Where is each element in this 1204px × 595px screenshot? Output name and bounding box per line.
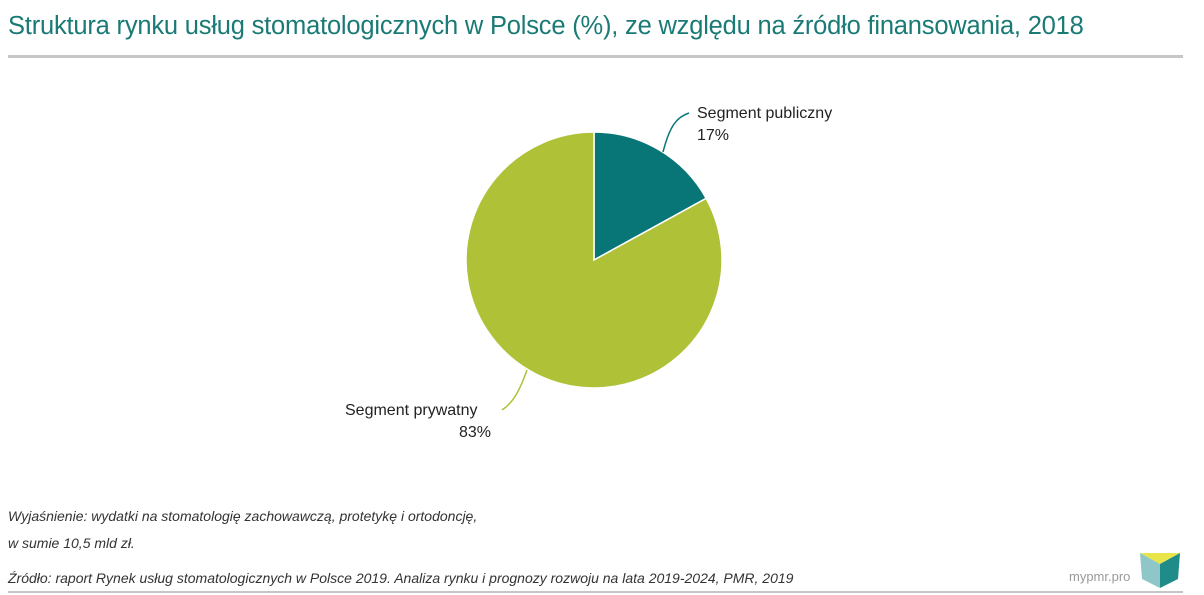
explanation-note-line-1: Wyjaśnienie: wydatki na stomatologię zac… xyxy=(8,508,478,524)
title-divider xyxy=(8,55,1183,58)
slice-label-public: Segment publiczny xyxy=(697,105,832,122)
pie-slice-private xyxy=(465,131,723,389)
chart-title: Struktura rynku usług stomatologicznych … xyxy=(8,12,1084,40)
leader-line-private xyxy=(501,369,528,411)
slice-value-public: 17% xyxy=(697,127,729,144)
leader-line-public xyxy=(662,112,690,153)
slice-label-private: Segment prywatny xyxy=(345,402,478,419)
bottom-divider xyxy=(8,591,1183,593)
explanation-note-line-2: w sumie 10,5 mld zł. xyxy=(8,535,135,551)
brand-name: mypmr.pro xyxy=(1069,569,1131,584)
pie-slice-public xyxy=(593,131,708,262)
source-note: Źródło: raport Rynek usług stomatologicz… xyxy=(8,570,794,586)
cube-logo-icon xyxy=(1140,553,1180,588)
pie-chart: Segment publiczny 17% Segment prywatny 8… xyxy=(345,105,832,441)
slice-value-private: 83% xyxy=(459,424,491,441)
